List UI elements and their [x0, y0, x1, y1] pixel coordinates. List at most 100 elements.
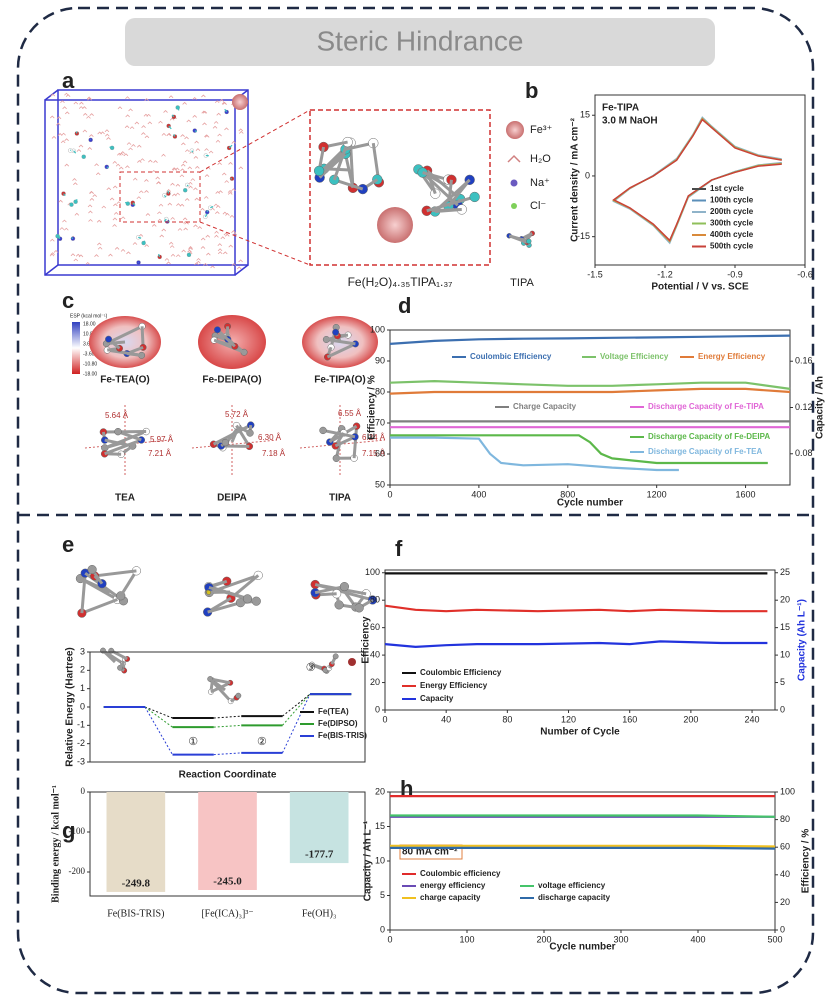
bond	[235, 424, 251, 448]
bond	[216, 328, 236, 348]
connector	[144, 706, 173, 719]
water	[219, 98, 224, 102]
water	[120, 216, 126, 220]
ligand-bond	[157, 253, 161, 258]
water	[217, 243, 223, 247]
water	[132, 177, 138, 181]
water	[215, 205, 221, 208]
water	[228, 161, 233, 165]
bond	[102, 649, 124, 665]
water	[170, 216, 175, 220]
water	[179, 203, 185, 207]
x-tick-label: -0.9	[727, 269, 743, 279]
water	[50, 93, 56, 97]
legend-label: charge capacity	[420, 893, 481, 902]
x-tick-label: 500	[767, 934, 782, 944]
water	[78, 106, 84, 109]
water	[56, 122, 61, 126]
y2-tick-label: 0.16	[795, 356, 813, 366]
water	[49, 253, 55, 257]
water	[164, 257, 170, 261]
x-tick-label: -1.2	[657, 269, 673, 279]
y-axis-label: Relative Energy (Hartree)	[65, 647, 76, 767]
water	[217, 133, 222, 137]
bond	[343, 153, 355, 189]
water	[181, 142, 186, 146]
water	[132, 242, 138, 245]
legend-label: 400th cycle	[710, 230, 754, 239]
x-tick-label: 100	[459, 934, 474, 944]
water	[214, 234, 219, 238]
y-tick-label: 1	[80, 683, 85, 693]
chart: 0 40 80 120 160 200 240 0 20 40 60 80 100 0 5 10 15 20 25 N…	[361, 567, 808, 738]
water	[182, 101, 187, 105]
bond	[210, 681, 231, 694]
atom	[332, 328, 340, 336]
water	[61, 132, 66, 136]
water	[176, 203, 181, 207]
water	[185, 149, 190, 153]
legend-icon	[506, 121, 524, 139]
water	[156, 181, 161, 184]
water	[117, 106, 123, 110]
water	[155, 176, 160, 180]
water	[101, 205, 107, 209]
water	[202, 122, 207, 126]
x-tick-label: 160	[622, 714, 637, 724]
water	[168, 95, 174, 99]
atom	[206, 590, 212, 595]
water	[227, 191, 233, 195]
series-line	[389, 379, 791, 390]
water	[204, 148, 209, 151]
legend-label: Na⁺	[530, 177, 550, 189]
distance-label: 7.18 Å	[262, 449, 286, 458]
water	[158, 203, 164, 207]
water	[227, 189, 233, 193]
water	[204, 134, 209, 138]
ligand-bond	[228, 144, 233, 149]
water	[125, 114, 130, 118]
water	[217, 162, 222, 165]
water	[89, 197, 95, 201]
bond	[94, 569, 137, 578]
x-tick-label: 300	[613, 934, 628, 944]
series-line	[390, 436, 679, 472]
water	[179, 174, 185, 178]
water	[120, 248, 126, 252]
water	[238, 128, 244, 132]
y-tick-label: 10	[375, 855, 385, 865]
x-tick-label: 0	[387, 934, 392, 944]
y2-tick-label: 60	[780, 842, 790, 852]
water	[228, 244, 234, 248]
bond	[106, 348, 142, 357]
atom	[526, 238, 532, 244]
water	[56, 116, 62, 120]
water	[136, 144, 142, 148]
y2-tick-label: 10	[780, 649, 790, 659]
water	[86, 96, 92, 100]
bond	[208, 586, 248, 601]
water	[112, 217, 118, 221]
water	[169, 117, 175, 121]
esp-tick-label: -18.00	[83, 371, 97, 377]
water	[177, 227, 183, 231]
category-label: Fe(BIS-TRIS)	[107, 908, 164, 919]
y2-axis-label: Capacity / Ah	[815, 376, 826, 439]
water	[50, 238, 55, 242]
y2-axis-label: Efficiency / %	[801, 829, 812, 894]
water	[151, 223, 157, 227]
water	[208, 150, 214, 154]
y-tick-label: 15	[580, 110, 590, 120]
ligand-bond	[71, 237, 74, 240]
y2-tick-label: 100	[780, 786, 795, 796]
y-tick-label: 80	[370, 595, 380, 605]
water	[168, 241, 174, 245]
water	[190, 178, 196, 181]
complex-label: Fe-DEIPA(O)	[202, 375, 261, 386]
panel-label: b	[525, 78, 538, 103]
bond	[209, 677, 232, 703]
ligand-bond	[168, 125, 172, 130]
legend-label: Coulombic Efficiency	[420, 668, 502, 677]
y2-tick-label: 15	[780, 622, 790, 632]
